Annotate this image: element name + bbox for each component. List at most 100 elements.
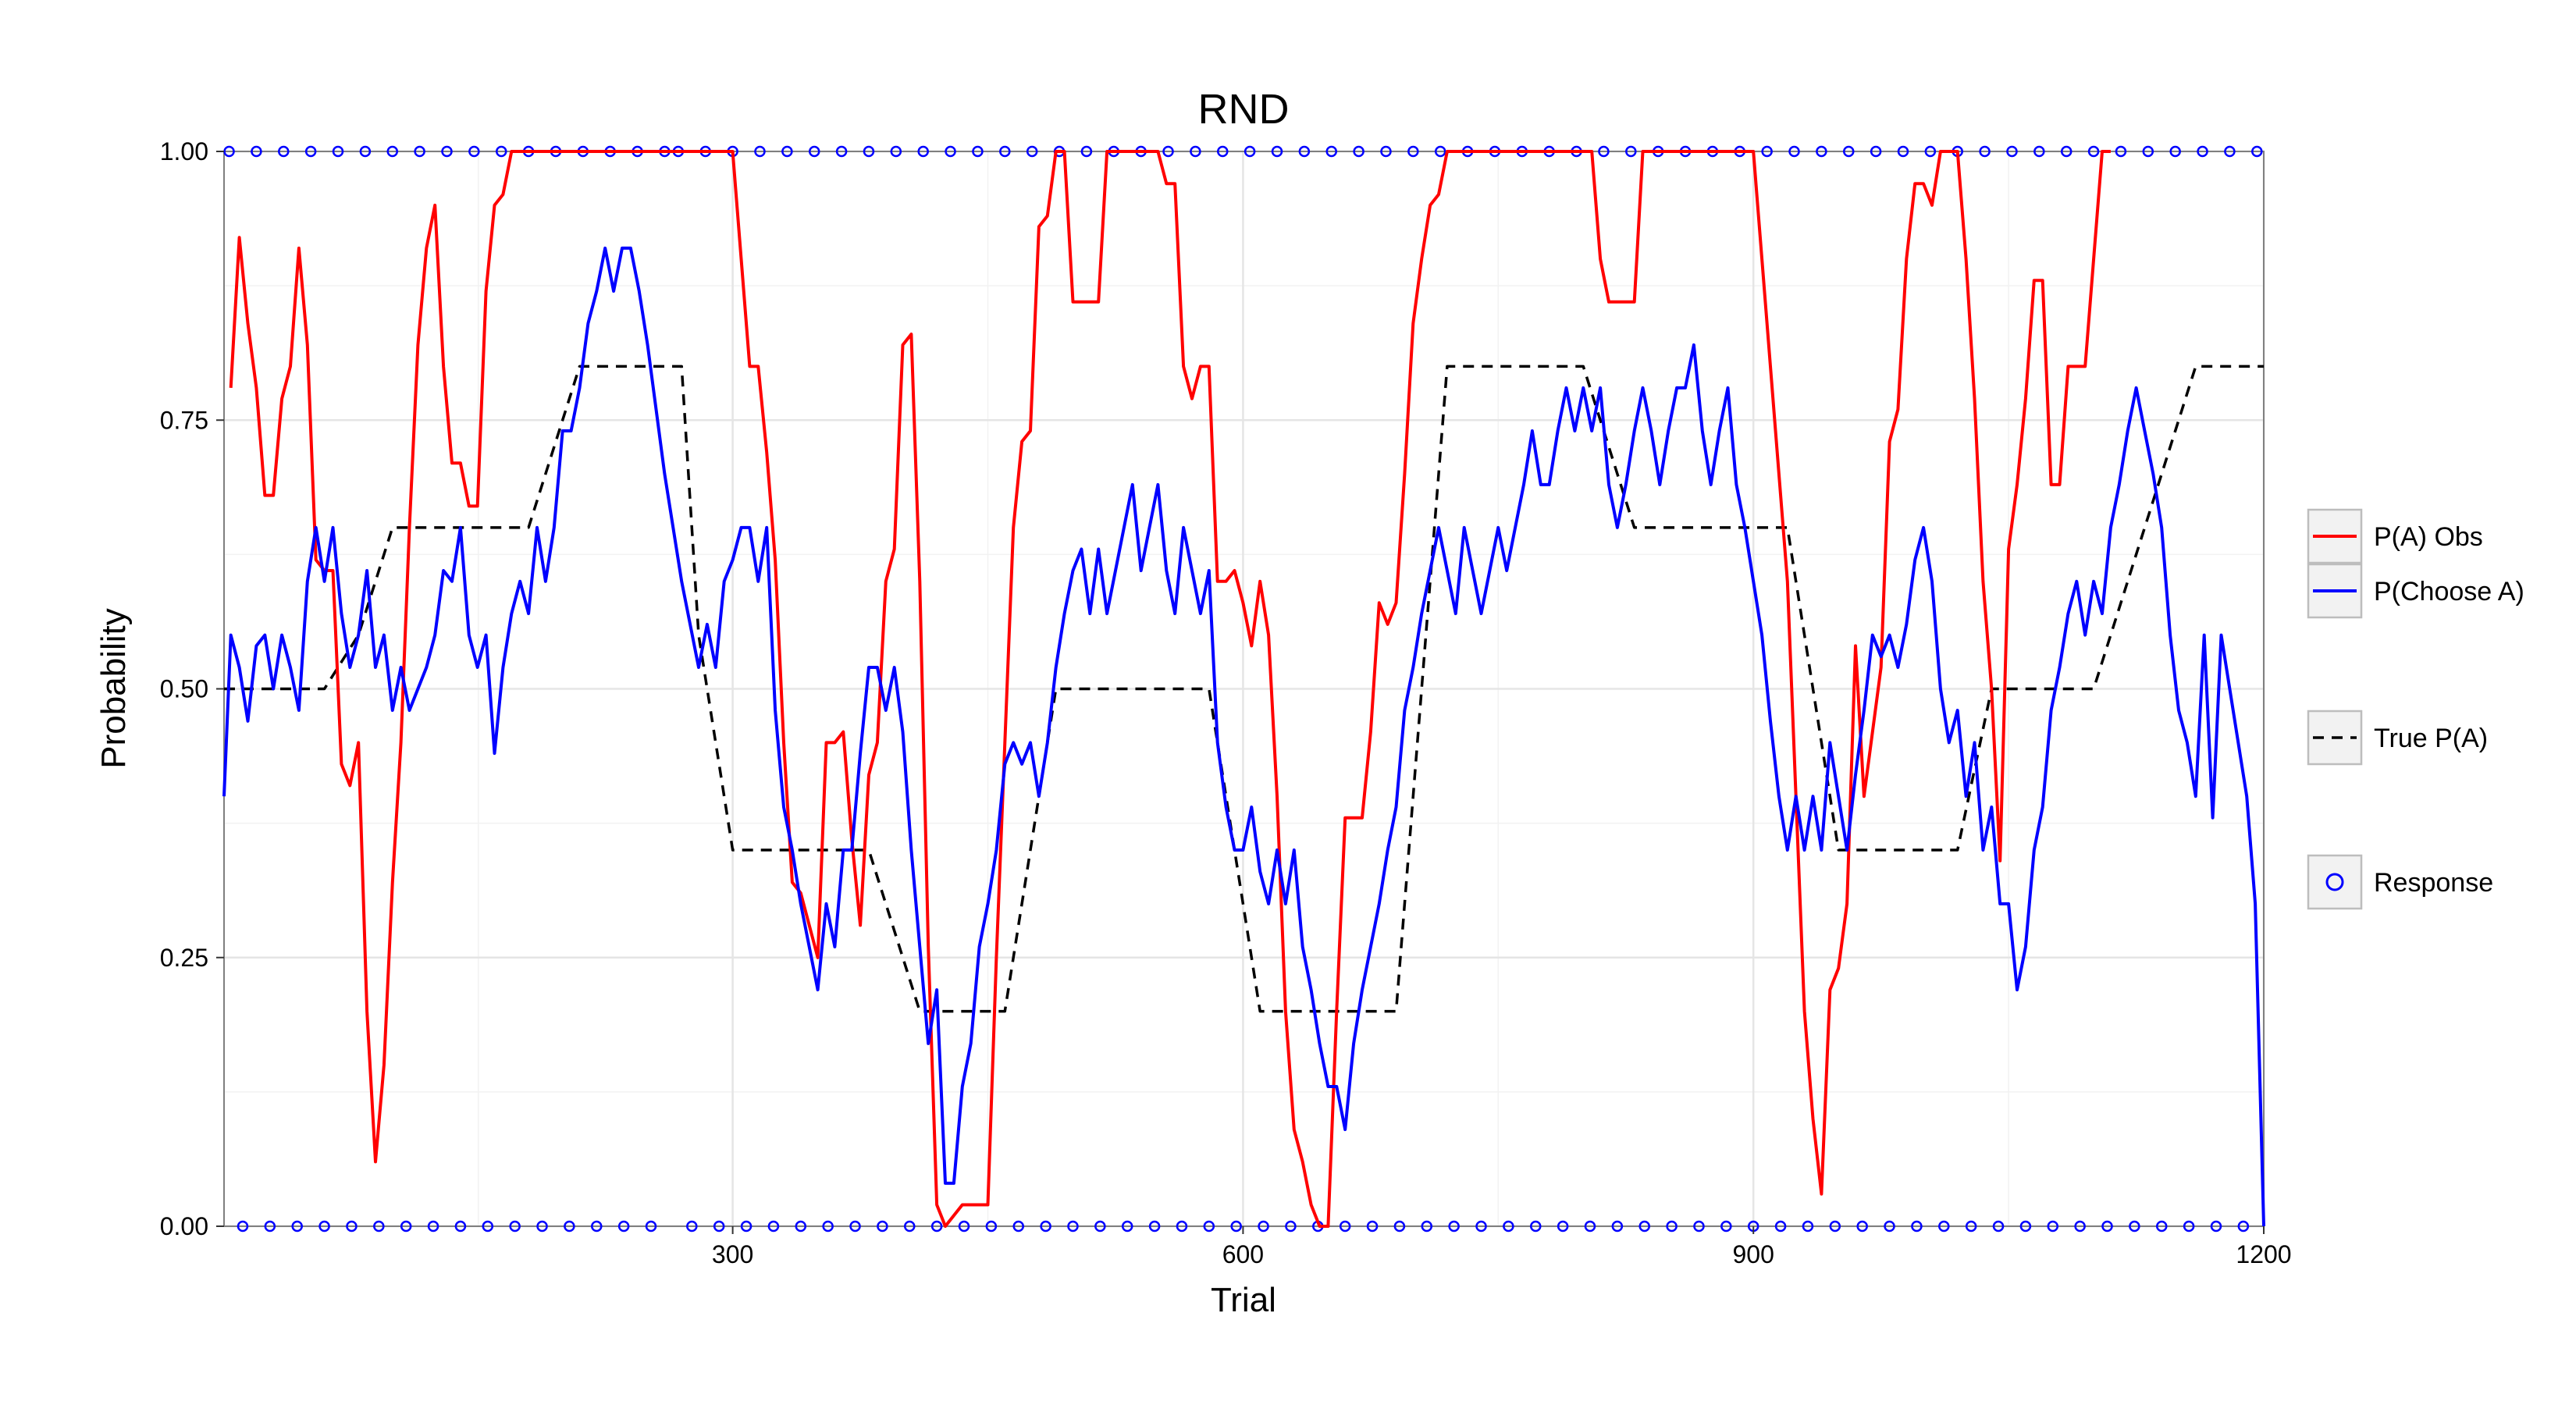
response-point bbox=[1026, 145, 1038, 158]
response-point bbox=[1598, 145, 1610, 158]
response-point bbox=[495, 145, 507, 158]
response-point bbox=[1217, 145, 1229, 158]
response-point bbox=[1693, 1220, 1705, 1232]
response-point bbox=[2237, 1220, 2250, 1232]
x-tick-label: 900 bbox=[1733, 1240, 1774, 1268]
response-point bbox=[318, 1220, 330, 1232]
response-point bbox=[591, 1220, 603, 1232]
response-point bbox=[1040, 1220, 1051, 1232]
response-point bbox=[1012, 1220, 1024, 1232]
response-point bbox=[781, 145, 793, 158]
legend-key-box bbox=[2307, 854, 2363, 910]
response-point bbox=[2155, 1220, 2168, 1232]
response-point bbox=[2006, 145, 2018, 158]
response-point bbox=[1924, 145, 1937, 158]
legend-key-circle bbox=[2325, 873, 2344, 891]
response-point bbox=[1638, 1220, 1650, 1232]
response-point bbox=[386, 145, 399, 158]
response-point bbox=[509, 1220, 521, 1232]
y-tick-label: 0.75 bbox=[160, 406, 208, 434]
response-point bbox=[863, 145, 875, 158]
response-point bbox=[1271, 145, 1283, 158]
response-point bbox=[2197, 145, 2208, 158]
response-point bbox=[835, 145, 848, 158]
response-point bbox=[1258, 1220, 1269, 1232]
response-point bbox=[1230, 1220, 1242, 1232]
response-point bbox=[2115, 145, 2127, 158]
response-point bbox=[1285, 1220, 1297, 1232]
response-point bbox=[795, 1220, 807, 1232]
legend-label: P(Choose A) bbox=[2374, 577, 2524, 606]
response-point bbox=[1897, 145, 1909, 158]
legend-item-1: P(Choose A) bbox=[2307, 563, 2524, 619]
response-point bbox=[2074, 1220, 2086, 1232]
response-point bbox=[645, 1220, 657, 1232]
response-point bbox=[427, 1220, 439, 1232]
response-point bbox=[2047, 1220, 2059, 1232]
legend-label: True P(A) bbox=[2374, 724, 2488, 753]
response-point bbox=[999, 145, 1011, 158]
response-point bbox=[958, 1220, 970, 1232]
response-point bbox=[1393, 1220, 1406, 1232]
response-point bbox=[454, 1220, 467, 1232]
legend: P(A) Obs P(Choose A) True P(A) Response bbox=[2307, 508, 2524, 910]
response-point bbox=[1557, 1220, 1569, 1232]
response-point bbox=[1666, 1220, 1678, 1232]
response-point bbox=[2169, 145, 2181, 158]
response-point bbox=[945, 145, 956, 158]
response-point bbox=[2224, 145, 2236, 158]
response-point bbox=[400, 1220, 412, 1232]
response-point bbox=[482, 1220, 494, 1232]
response-point bbox=[877, 1220, 888, 1232]
response-point bbox=[304, 145, 317, 158]
x-axis-label: Trial bbox=[1211, 1281, 1276, 1319]
chart-title: RND bbox=[1198, 86, 1290, 133]
response-point bbox=[686, 1220, 698, 1232]
response-point bbox=[359, 145, 372, 158]
response-point bbox=[713, 1220, 725, 1232]
series-line-true-p-a bbox=[224, 365, 2264, 1013]
response-point bbox=[1421, 1220, 1433, 1232]
x-axis-ticks: 300 600 900 1200 bbox=[712, 1226, 2292, 1268]
response-point bbox=[1938, 1220, 1950, 1232]
response-point bbox=[1761, 145, 1773, 158]
legend-label: Response bbox=[2374, 868, 2493, 898]
response-point bbox=[1870, 145, 1882, 158]
y-tick-label: 1.00 bbox=[160, 137, 208, 165]
series-p-choose-a bbox=[222, 246, 2265, 1227]
response-point bbox=[1625, 145, 1637, 158]
response-point bbox=[441, 145, 453, 158]
response-point bbox=[223, 145, 235, 158]
series-response bbox=[223, 145, 2263, 1232]
response-point bbox=[1080, 145, 1093, 158]
x-tick-label: 300 bbox=[712, 1240, 753, 1268]
response-point bbox=[2087, 145, 2100, 158]
response-point bbox=[414, 145, 425, 158]
y-axis-ticks: 0.00 0.25 0.50 0.75 1.00 bbox=[160, 137, 224, 1240]
response-point bbox=[1802, 1220, 1814, 1232]
response-point bbox=[1434, 145, 1446, 158]
response-point bbox=[1816, 145, 1827, 158]
series-line-p-a-obs bbox=[229, 150, 2111, 1228]
response-point bbox=[2183, 1220, 2195, 1232]
response-point bbox=[822, 1220, 834, 1232]
series-line-p-choose-a bbox=[222, 246, 2265, 1227]
y-axis-label: Probability bbox=[94, 608, 133, 768]
response-point bbox=[985, 1220, 998, 1232]
legend-item-0: P(A) Obs bbox=[2307, 508, 2483, 564]
response-point bbox=[1911, 1220, 1923, 1232]
response-point bbox=[904, 1220, 916, 1232]
response-point bbox=[1190, 145, 1201, 158]
response-point bbox=[2033, 145, 2045, 158]
response-point bbox=[1366, 1220, 1379, 1232]
response-point bbox=[1503, 1220, 1514, 1232]
response-point bbox=[2129, 1220, 2140, 1232]
response-point bbox=[1094, 1220, 1106, 1232]
response-point bbox=[1530, 1220, 1542, 1232]
response-point bbox=[1121, 1220, 1133, 1232]
response-point bbox=[1067, 1220, 1079, 1232]
response-point bbox=[917, 145, 929, 158]
response-point bbox=[1965, 1220, 1977, 1232]
response-point bbox=[291, 1220, 303, 1232]
